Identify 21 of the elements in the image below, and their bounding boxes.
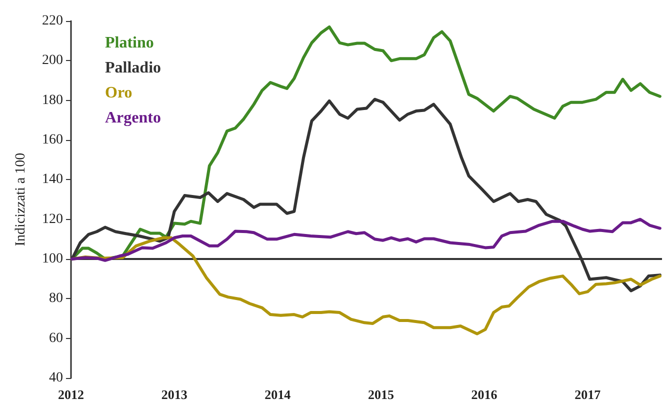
x-tick-label: 2013 (161, 387, 188, 402)
y-tick-label: 80 (49, 291, 63, 306)
text: Argento (105, 110, 161, 126)
y-tick-label: 160 (42, 132, 63, 148)
y-axis-title: Indicizzati a 100 (14, 152, 28, 246)
y-tick-label: 60 (49, 330, 63, 346)
x-tick-label: 2017 (574, 387, 602, 402)
y-tick-label: 140 (42, 172, 63, 188)
y-tick-label: 200 (42, 53, 63, 68)
x-tick-label: 2012 (58, 387, 84, 402)
y-tick-label: 120 (42, 212, 63, 227)
text: Platino (105, 34, 154, 52)
y-tick-label: 180 (42, 92, 63, 108)
x-tick-label: 2016 (471, 387, 498, 402)
y-tick-label: 100 (42, 252, 63, 266)
text: Oro (105, 84, 132, 102)
x-tick-label: 2014 (264, 387, 292, 402)
text: Palladio (105, 60, 162, 76)
y-tick-label: 220 (42, 14, 63, 28)
y-tick-label: 40 (49, 370, 63, 386)
x-tick-label: 2015 (368, 387, 394, 402)
